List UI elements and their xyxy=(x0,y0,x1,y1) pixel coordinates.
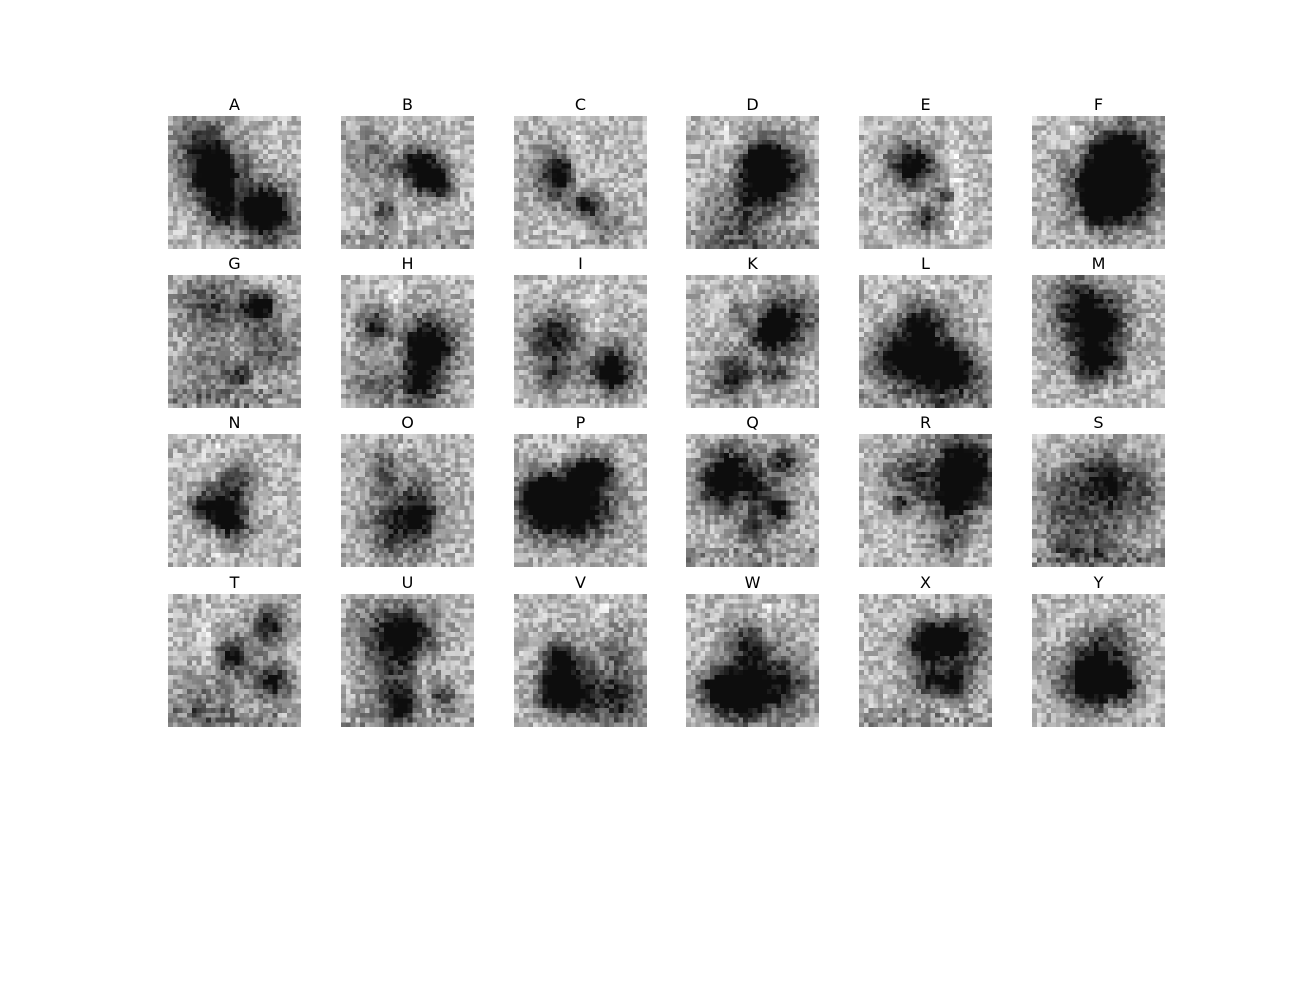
panel-title: F xyxy=(1093,95,1104,114)
panel-g: G xyxy=(168,254,301,408)
panel-title: B xyxy=(402,95,413,114)
panel-title: G xyxy=(228,254,241,273)
panel-h: H xyxy=(341,254,474,408)
hand-sign-image xyxy=(514,275,647,408)
panel-title: S xyxy=(1093,413,1104,432)
hand-sign-image xyxy=(168,116,301,249)
panel-t: T xyxy=(168,573,301,727)
hand-sign-image xyxy=(168,275,301,408)
hand-sign-image xyxy=(686,275,819,408)
panel-title: I xyxy=(578,254,583,273)
panel-p: P xyxy=(514,413,647,567)
hand-sign-image xyxy=(1032,594,1165,727)
panel-title: W xyxy=(744,573,761,592)
panel-f: F xyxy=(1032,95,1165,249)
hand-sign-image xyxy=(686,116,819,249)
panel-title: X xyxy=(920,573,931,592)
hand-sign-image xyxy=(168,594,301,727)
panel-s: S xyxy=(1032,413,1165,567)
panel-d: D xyxy=(686,95,819,249)
panel-title: R xyxy=(919,413,932,432)
panel-title: N xyxy=(228,413,241,432)
panel-e: E xyxy=(859,95,992,249)
hand-sign-image xyxy=(1032,434,1165,567)
panel-i: I xyxy=(514,254,647,408)
hand-sign-image xyxy=(686,594,819,727)
panel-a: A xyxy=(168,95,301,249)
panel-title: V xyxy=(575,573,586,592)
hand-sign-image xyxy=(859,594,992,727)
panel-title: E xyxy=(920,95,931,114)
panel-title: D xyxy=(746,95,759,114)
hand-sign-image xyxy=(168,434,301,567)
panel-c: C xyxy=(514,95,647,249)
panel-n: N xyxy=(168,413,301,567)
panel-o: O xyxy=(341,413,474,567)
panel-v: V xyxy=(514,573,647,727)
hand-sign-image xyxy=(686,434,819,567)
panel-r: R xyxy=(859,413,992,567)
panel-l: L xyxy=(859,254,992,408)
hand-sign-image xyxy=(341,594,474,727)
panel-y: Y xyxy=(1032,573,1165,727)
panel-title: Q xyxy=(746,413,759,432)
hand-sign-image xyxy=(514,434,647,567)
panel-title: A xyxy=(229,95,240,114)
panel-x: X xyxy=(859,573,992,727)
hand-sign-image xyxy=(859,275,992,408)
panel-k: K xyxy=(686,254,819,408)
panel-title: K xyxy=(747,254,758,273)
hand-sign-image xyxy=(859,116,992,249)
panel-m: M xyxy=(1032,254,1165,408)
panel-q: Q xyxy=(686,413,819,567)
panel-title: U xyxy=(401,573,414,592)
panel-title: M xyxy=(1091,254,1106,273)
panel-u: U xyxy=(341,573,474,727)
panel-w: W xyxy=(686,573,819,727)
hand-sign-image xyxy=(341,116,474,249)
hand-sign-image xyxy=(1032,275,1165,408)
panel-title: C xyxy=(574,95,587,114)
hand-sign-image xyxy=(341,275,474,408)
hand-sign-image xyxy=(514,594,647,727)
panel-title: T xyxy=(229,573,240,592)
hand-sign-image xyxy=(859,434,992,567)
panel-b: B xyxy=(341,95,474,249)
hand-sign-image xyxy=(1032,116,1165,249)
panel-title: H xyxy=(401,254,414,273)
panel-title: L xyxy=(921,254,930,273)
panel-title: P xyxy=(575,413,586,432)
hand-sign-image xyxy=(514,116,647,249)
hand-sign-image xyxy=(341,434,474,567)
panel-title: Y xyxy=(1093,573,1104,592)
panel-title: O xyxy=(401,413,414,432)
